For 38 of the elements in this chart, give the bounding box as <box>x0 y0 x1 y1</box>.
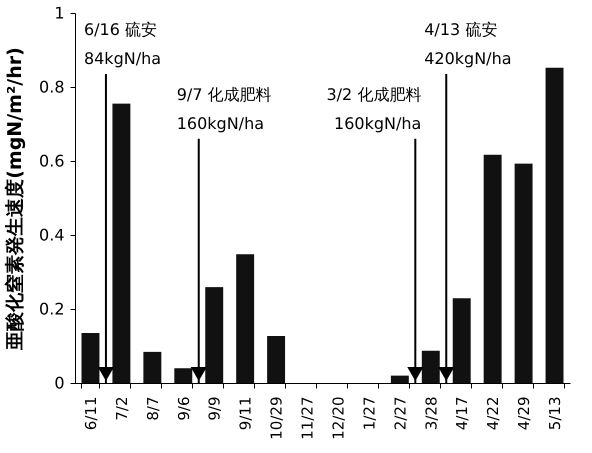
y-tick-label: 1 <box>54 4 64 22</box>
annotation: 6/16 硫安 84kgN/ha <box>84 20 162 68</box>
bar <box>112 104 130 383</box>
y-axis-title: 亜酸化窒素発生速度(mgN/m²/hr) <box>4 47 26 351</box>
x-tick-label: 11/27 <box>298 396 317 440</box>
annotation: 3/2 化成肥料 160kgN/ha <box>326 84 422 133</box>
x-tick-label: 7/2 <box>112 396 131 421</box>
y-tick-label: 0 <box>54 374 64 392</box>
y-tick-label: 0.6 <box>39 152 64 170</box>
bar <box>267 336 286 383</box>
x-tick-label: 8/7 <box>144 396 162 421</box>
x-tick-label: 9/9 <box>206 396 224 421</box>
bar <box>484 154 502 383</box>
x-tick-label: 10/29 <box>268 396 286 440</box>
x-tick-label: 2/27 <box>391 396 410 430</box>
annotation: 9/7 化成肥料 160kgN/ha <box>176 84 272 133</box>
x-tick-label: 4/22 <box>484 396 502 430</box>
x-tick-label: 4/17 <box>453 396 472 430</box>
bar <box>514 164 533 383</box>
bar <box>422 350 440 383</box>
x-tick-label: 9/6 <box>174 396 193 421</box>
x-tick-label: 9/11 <box>236 396 255 430</box>
bar <box>546 68 564 383</box>
x-tick-label: 12/20 <box>329 396 348 440</box>
bar <box>205 287 224 383</box>
y-tick-label: 0.2 <box>39 300 64 318</box>
x-tick-label: 4/29 <box>515 396 534 430</box>
x-tick-label: 1/27 <box>360 396 378 430</box>
bar <box>236 254 254 383</box>
x-tick-label: 5/13 <box>546 396 564 430</box>
bar <box>81 333 100 383</box>
bar <box>143 352 162 383</box>
bar <box>452 298 471 383</box>
y-tick-label: 0.4 <box>39 226 64 244</box>
annotation: 4/13 硫安 420kgN/ha <box>424 20 512 68</box>
x-tick-label: 3/28 <box>422 396 440 430</box>
y-tick-label: 0.8 <box>39 78 64 96</box>
x-tick-label: 6/11 <box>82 396 100 430</box>
